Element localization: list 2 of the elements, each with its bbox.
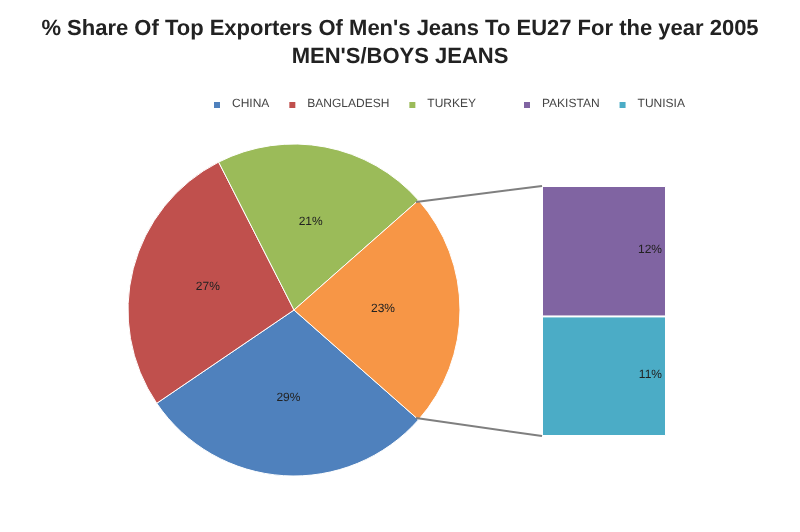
chart-subtitle: MEN'S/BOYS JEANS xyxy=(291,45,509,69)
chart-title: % Share Of Top Exporters Of Men's Jeans To EU27 For the year 2005 xyxy=(41,17,759,41)
